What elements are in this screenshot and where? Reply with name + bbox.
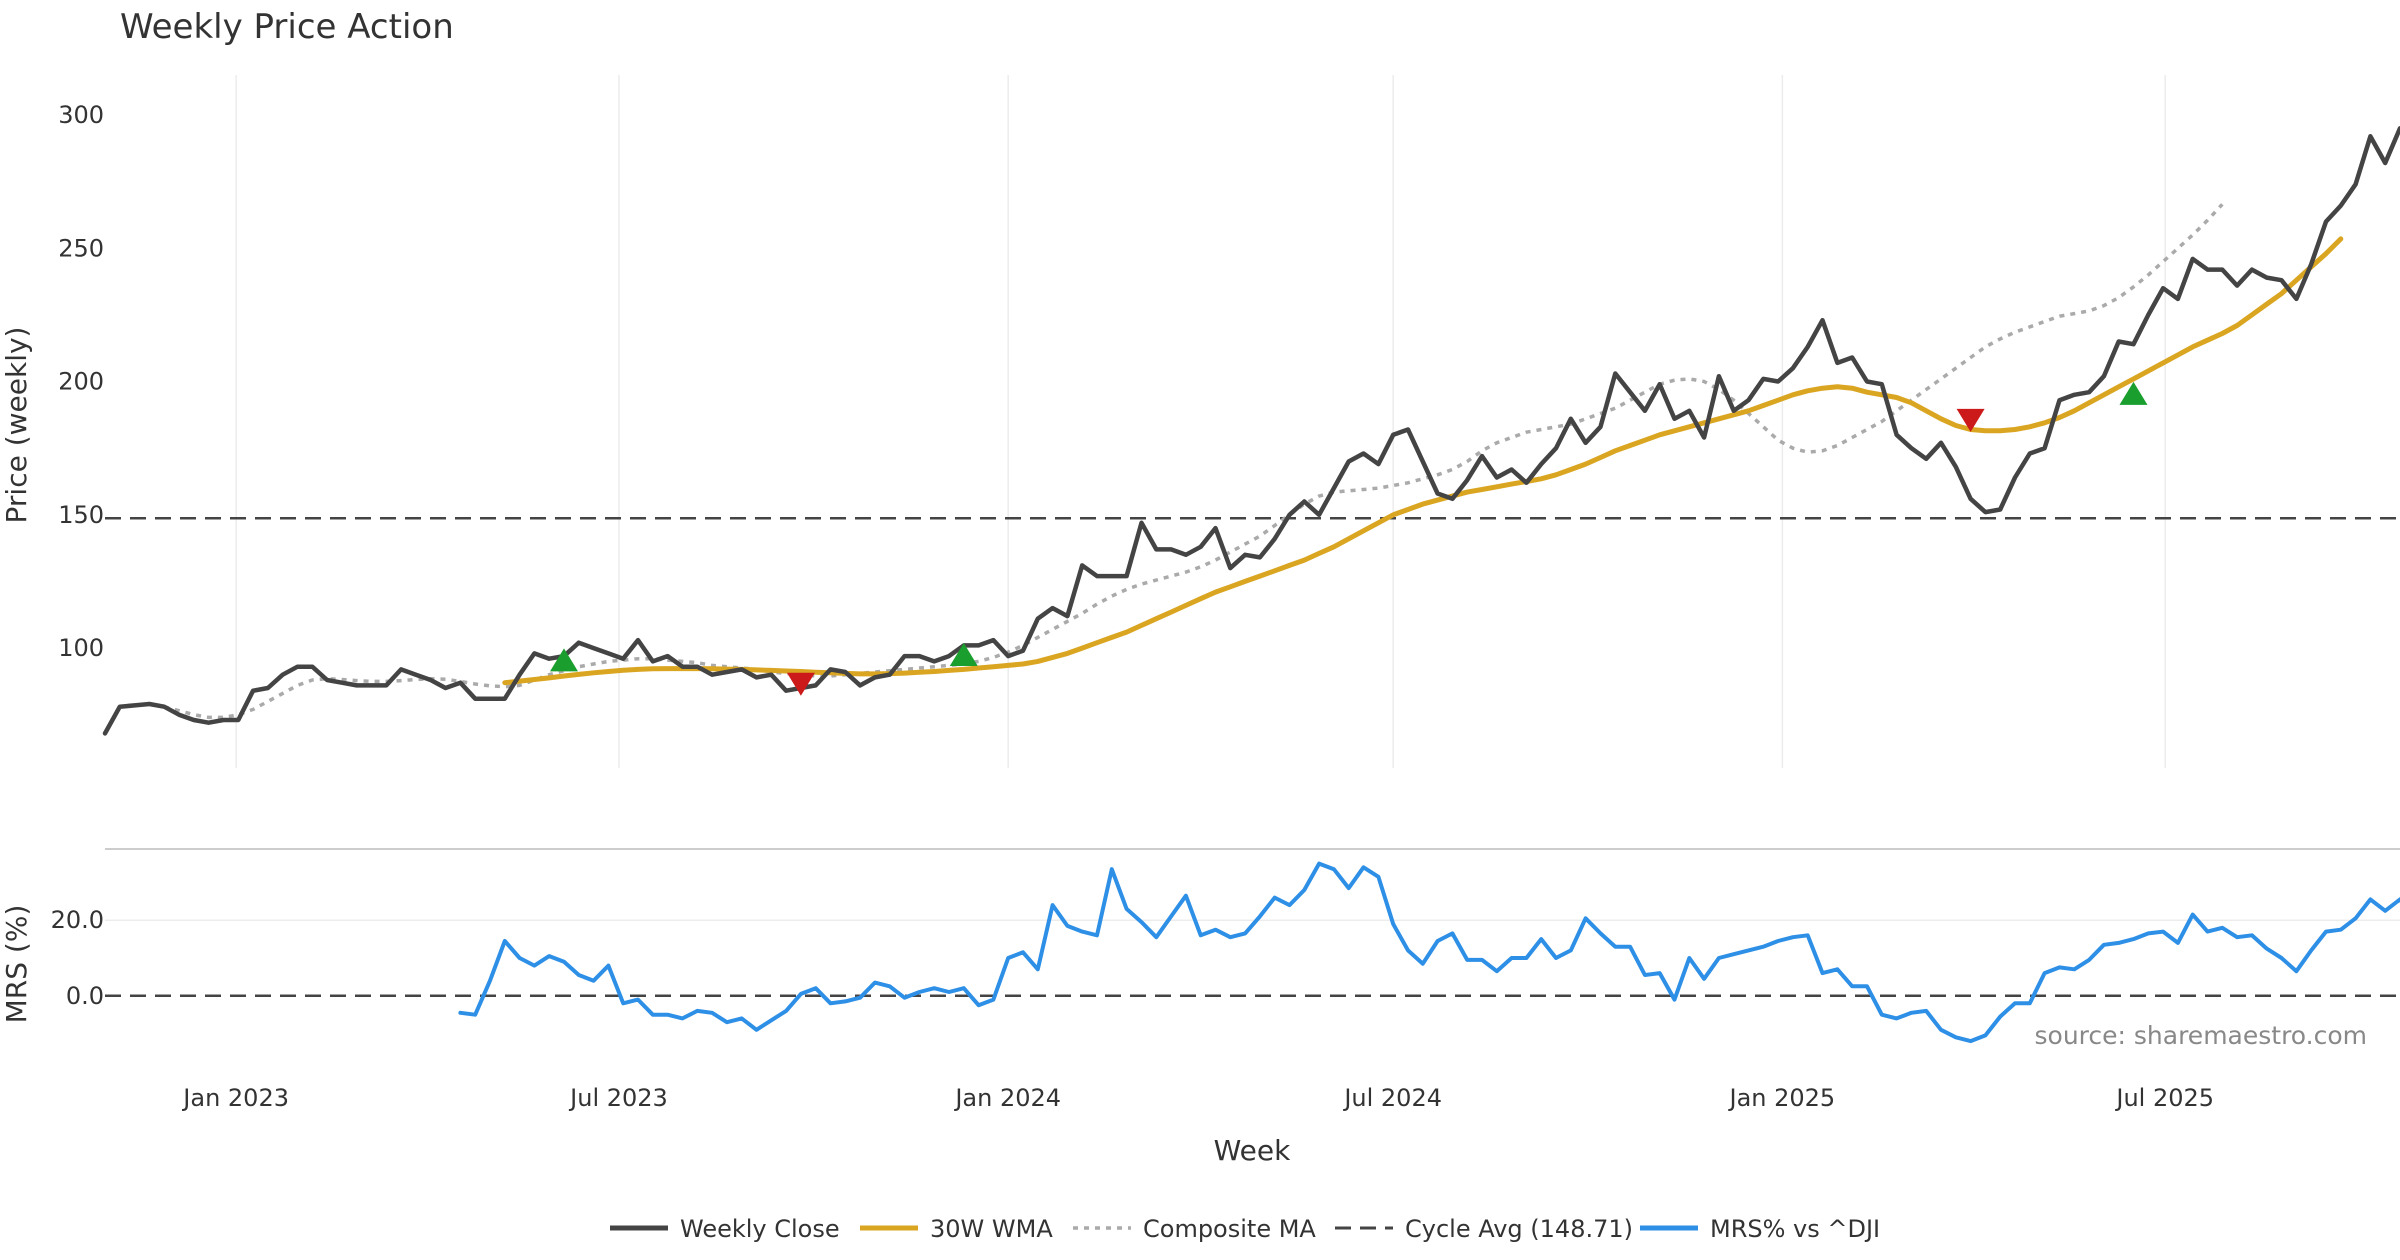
price-tick-label: 250 [58,234,104,262]
source-annotation: source: sharemaestro.com [2035,1021,2368,1050]
x-tick-label: Jan 2023 [181,1084,289,1112]
mrs-tick-label: 0.0 [66,982,104,1010]
sell-signal-marker [786,672,815,696]
legend-label: Composite MA [1143,1215,1316,1243]
x-tick-label: Jul 2023 [568,1084,668,1112]
mrs-axis-label: MRS (%) [0,905,33,1024]
legend-label: Cycle Avg (148.71) [1405,1215,1633,1243]
legend-label: Weekly Close [680,1215,840,1243]
chart-title: Weekly Price Action [120,7,454,47]
weekly-close-line [102,126,2400,736]
signals [550,381,2148,696]
wma-30w-line [502,236,2344,686]
x-tick-label: Jan 2024 [953,1084,1061,1112]
buy-signal-marker [949,643,978,667]
reference-lines [105,516,2400,998]
composite-ma-line [163,203,2224,720]
legend-label: MRS% vs ^DJI [1710,1215,1880,1243]
price-tick-label: 300 [58,101,104,129]
x-tick-label: Jul 2024 [1342,1084,1442,1112]
x-tick-label: Jul 2025 [2114,1084,2214,1112]
buy-signal-marker [2119,381,2148,405]
price-tick-label: 100 [58,634,104,662]
grid [105,75,2400,921]
legend-label: 30W WMA [930,1215,1053,1243]
x-axis-label: Week [1214,1134,1291,1167]
price-axis-label: Price (weekly) [0,327,33,524]
price-tick-label: 150 [58,501,104,529]
legend: Weekly Close 30W WMA Composite MA Cycle Avg… [610,1215,1880,1243]
tick-labels: Jan 2023 Jul 2023 Jan 2024 Jul 2024 Jan 2025… [51,101,2214,1112]
price-tick-label: 200 [58,368,104,396]
mrs-line [458,861,2400,1044]
sell-signal-marker [1956,408,1985,432]
buy-signal-marker [550,648,578,672]
mrs-tick-label: 20.0 [51,906,104,934]
x-tick-label: Jan 2025 [1728,1084,1836,1112]
series [102,126,2400,1044]
